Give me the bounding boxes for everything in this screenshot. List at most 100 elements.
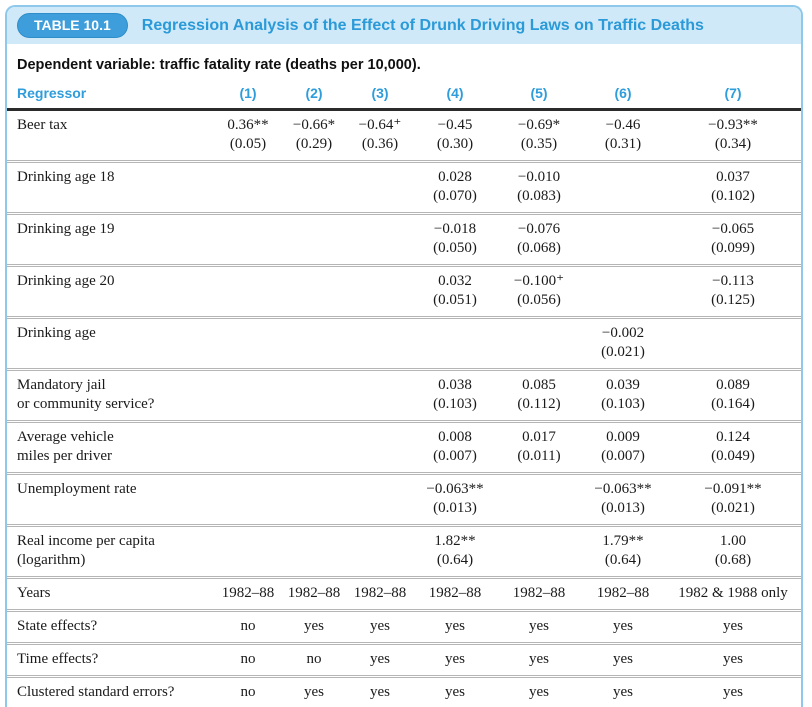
value-cell: 1982–88 [497,576,581,611]
row-label: Drinking age 19 [7,212,215,266]
coefficient-value: 0.037 [716,169,750,185]
coefficient-value: −0.64⁺ [358,117,402,133]
coefficient-value: 0.039 [606,377,640,393]
value-cell: yes [413,675,497,707]
row-label: Clustered standard errors? [7,675,215,707]
coefficient-value: −0.46 [605,117,641,133]
column-header-1: (1) [215,77,281,111]
value-cell [581,264,665,318]
value-cell [347,212,413,266]
value-cell [347,420,413,474]
row-label-line: Time effects? [17,651,99,667]
coefficient-value: 0.028 [438,169,472,185]
value-cell: yes [347,675,413,707]
standard-error: (0.068) [517,240,561,256]
value-cell: −0.018 (0.050) [413,212,497,266]
value-cell [215,420,281,474]
row-label-line: Drinking age 18 [17,169,115,185]
value-cell: −0.64⁺ (0.36) [347,110,413,162]
coefficient-value: 0.124 [716,429,750,445]
standard-error: (0.007) [433,448,477,464]
value-cell: −0.076 (0.068) [497,212,581,266]
value-cell: yes [665,642,801,677]
coefficient-value: 0.038 [438,377,472,393]
coefficient-value: 1.82** [434,533,476,549]
table-row: Mandatory jail or community service? 0.038… [7,368,801,422]
value-cell [281,368,347,422]
standard-error: (0.103) [601,396,645,412]
row-label-line: Years [17,585,51,601]
row-label-line: Drinking age 20 [17,273,115,289]
value-cell [215,472,281,526]
value-cell [497,316,581,370]
coefficient-value: −0.100⁺ [513,273,565,289]
value-cell: yes [497,675,581,707]
coefficient-value: −0.69* [517,117,561,133]
row-label-line: Average vehicle [17,429,114,445]
value-cell: 1.82** (0.64) [413,524,497,578]
coefficient-value: −0.065 [711,221,755,237]
column-header-6: (6) [581,77,665,111]
row-label: Drinking age 20 [7,264,215,318]
standard-error: (0.021) [601,344,645,360]
value-cell: yes [497,642,581,677]
value-cell: −0.063** (0.013) [581,472,665,526]
value-cell [497,472,581,526]
column-header-row: Regressor (1) (2) (3) (4) (5) (6) (7) [7,77,801,111]
table-row: Drinking age 18 0.028 (0.070) −0.010 (0.083)… [7,160,801,214]
standard-error: (0.049) [711,448,755,464]
row-label: Time effects? [7,642,215,677]
row-label-line: Drinking age 19 [17,221,115,237]
row-label-line: Drinking age [17,325,96,341]
value-cell: 0.037 (0.102) [665,160,801,214]
column-header-7: (7) [665,77,801,111]
standard-error: (0.64) [436,552,474,568]
value-cell: yes [347,609,413,644]
standard-error: (0.35) [520,136,558,152]
standard-error: (0.30) [436,136,474,152]
value-cell: no [215,609,281,644]
standard-error: (0.64) [604,552,642,568]
standard-error: (0.05) [229,136,267,152]
column-header-regressor: Regressor [7,77,215,111]
standard-error: (0.013) [433,500,477,516]
value-cell: 0.089 (0.164) [665,368,801,422]
table-row: Drinking age 20 0.032 (0.051) −0.100⁺ (0.056… [7,264,801,318]
value-cell: 0.008 (0.007) [413,420,497,474]
value-cell: no [215,642,281,677]
coefficient-value: −0.66* [292,117,336,133]
value-cell: −0.46 (0.31) [581,110,665,162]
standard-error: (0.021) [711,500,755,516]
value-cell: yes [665,609,801,644]
value-cell: 0.36** (0.05) [215,110,281,162]
standard-error: (0.056) [517,292,561,308]
coefficient-value: 0.089 [716,377,750,393]
value-cell: 1.79** (0.64) [581,524,665,578]
value-cell [215,524,281,578]
table-row: Clustered standard errors? no yes yes yes yes… [7,675,801,707]
coefficient-value: 0.032 [438,273,472,289]
value-cell [581,212,665,266]
coefficient-value: −0.113 [712,273,754,289]
table-row: Drinking age 19 −0.018 (0.050) −0.076 (0.068… [7,212,801,266]
standard-error: (0.013) [601,500,645,516]
value-cell: −0.113 (0.125) [665,264,801,318]
coefficient-value: 0.009 [606,429,640,445]
value-cell: yes [413,609,497,644]
coefficient-value: 0.008 [438,429,472,445]
row-label-line: (logarithm) [17,552,86,568]
coefficient-value: −0.076 [517,221,561,237]
value-cell: 0.039 (0.103) [581,368,665,422]
column-header-3: (3) [347,77,413,111]
value-cell: yes [347,642,413,677]
value-cell [665,316,801,370]
standard-error: (0.099) [711,240,755,256]
value-cell [215,368,281,422]
standard-error: (0.011) [517,448,561,464]
value-cell: 0.009 (0.007) [581,420,665,474]
standard-error: (0.102) [711,188,755,204]
value-cell [347,472,413,526]
value-cell: 0.017 (0.011) [497,420,581,474]
coefficient-value: −0.002 [601,325,645,341]
standard-error: (0.083) [517,188,561,204]
